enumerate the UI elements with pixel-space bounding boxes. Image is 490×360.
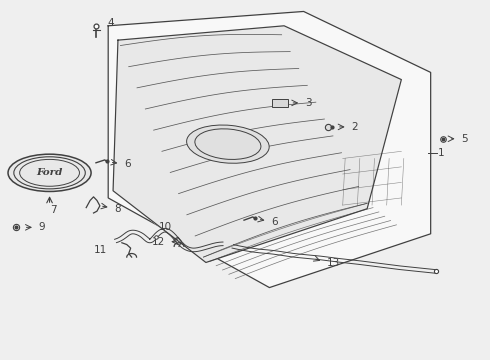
Text: 5: 5 <box>462 134 468 144</box>
Text: 4: 4 <box>107 18 114 28</box>
Text: Ford: Ford <box>36 168 63 177</box>
Text: 6: 6 <box>124 159 130 169</box>
Text: 6: 6 <box>271 217 277 227</box>
Text: 8: 8 <box>115 204 121 214</box>
FancyBboxPatch shape <box>272 99 289 107</box>
Text: 9: 9 <box>38 222 45 232</box>
Polygon shape <box>108 12 431 288</box>
Polygon shape <box>113 26 401 262</box>
Ellipse shape <box>8 154 91 192</box>
Text: 2: 2 <box>351 122 358 132</box>
Text: 7: 7 <box>50 205 57 215</box>
Text: 3: 3 <box>305 98 312 108</box>
Ellipse shape <box>187 125 269 163</box>
Text: 1: 1 <box>438 148 444 158</box>
Text: 13: 13 <box>327 258 340 268</box>
Text: 12: 12 <box>152 237 165 247</box>
Text: 11: 11 <box>94 245 107 255</box>
Text: 10: 10 <box>159 222 171 232</box>
